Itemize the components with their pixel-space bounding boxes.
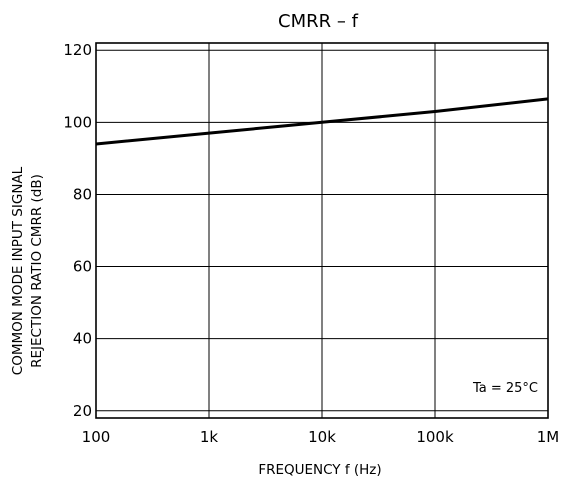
series-layer bbox=[95, 97, 549, 146]
y-tick-label: 100 bbox=[63, 113, 92, 131]
y-tick-label: 120 bbox=[63, 41, 92, 59]
x-tick-label: 10k bbox=[308, 428, 336, 446]
x-tick-label: 100 bbox=[82, 428, 111, 446]
temperature-annotation: Ta = 25°C bbox=[472, 381, 538, 396]
y-tick-label: 20 bbox=[73, 402, 92, 420]
y-axis-label: COMMON MODE INPUT SIGNAL REJECTION RATIO… bbox=[10, 166, 45, 375]
x-tick-labels: 100 1k 10k 100k 1M bbox=[82, 428, 560, 446]
chart-title: CMRR – f bbox=[278, 11, 359, 32]
y-axis-label-line2: REJECTION RATIO CMRR (dB) bbox=[29, 174, 45, 368]
x-axis-label: FREQUENCY f (Hz) bbox=[258, 462, 381, 478]
plot-frame bbox=[95, 42, 549, 419]
y-tick-labels: 20 40 60 80 100 120 bbox=[63, 41, 92, 420]
x-tick-label: 100k bbox=[416, 428, 454, 446]
cmrr-curve bbox=[95, 97, 549, 146]
y-tick-label: 60 bbox=[73, 258, 92, 276]
y-tick-label: 80 bbox=[73, 185, 92, 203]
y-axis-label-line1: COMMON MODE INPUT SIGNAL bbox=[10, 166, 26, 375]
x-tick-label: 1k bbox=[200, 428, 219, 446]
y-tick-label: 40 bbox=[73, 330, 92, 348]
grid-lines bbox=[95, 43, 549, 418]
x-tick-label: 1M bbox=[537, 428, 560, 446]
